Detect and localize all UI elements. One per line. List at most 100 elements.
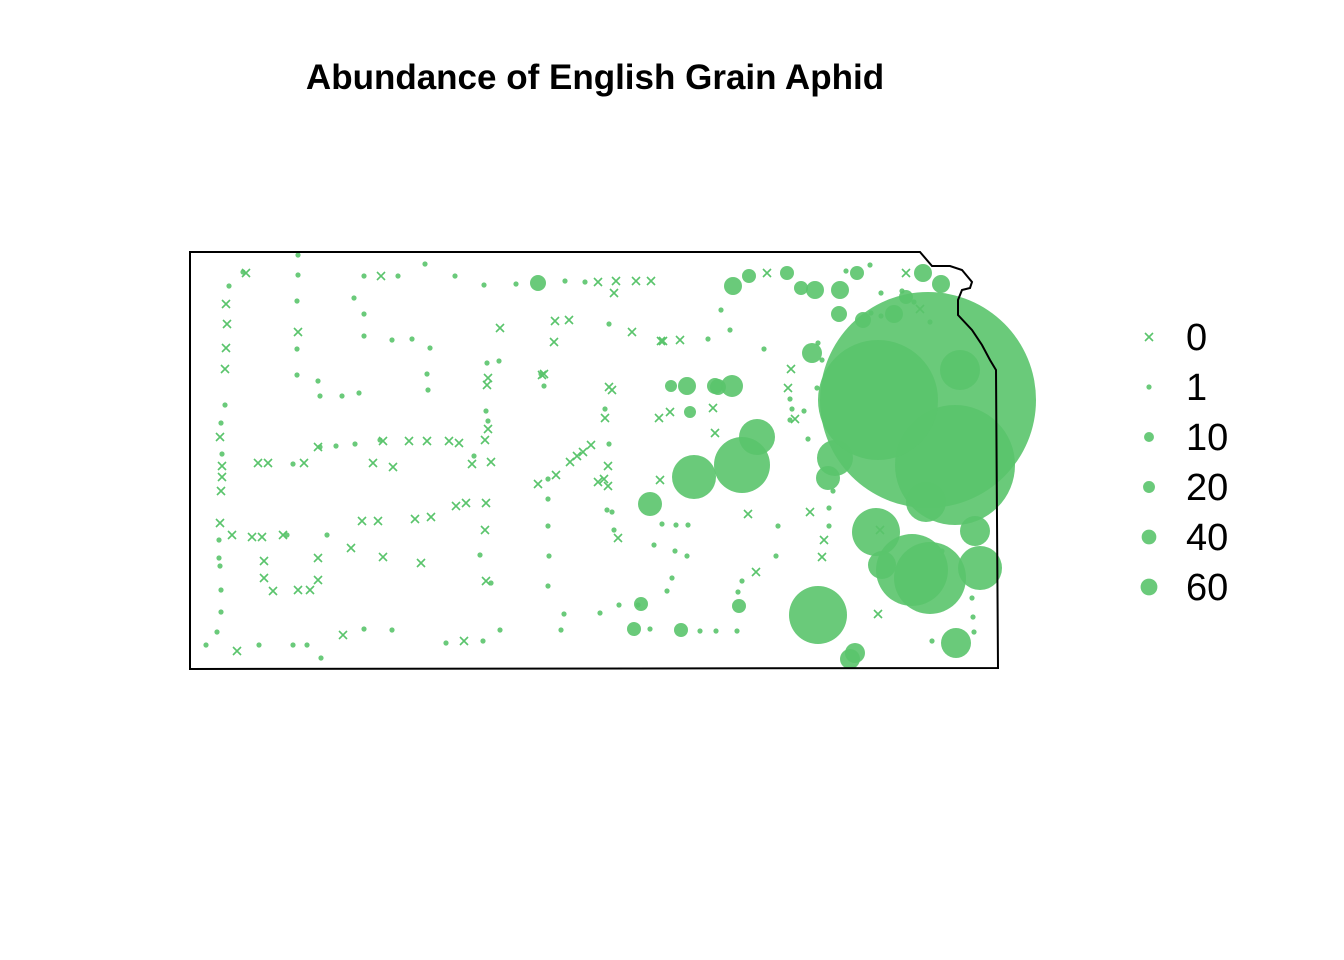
- zero-marker: [486, 457, 496, 467]
- abundance-point: [606, 321, 612, 327]
- zero-marker: [805, 507, 815, 517]
- abundance-point: [513, 281, 519, 287]
- zero-marker: [293, 327, 303, 337]
- abundance-point: [294, 298, 300, 304]
- legend-entry: 20: [1143, 467, 1228, 509]
- abundance-point: [483, 408, 489, 414]
- zero-marker: [216, 486, 226, 496]
- zero-marker: [299, 458, 309, 468]
- zero-marker: [611, 276, 621, 286]
- zero-marker: [599, 474, 609, 484]
- legend-label: 40: [1186, 517, 1228, 559]
- zero-marker: [459, 636, 469, 646]
- zero-marker: [873, 609, 883, 619]
- zero-marker: [665, 407, 675, 417]
- abundance-point: [214, 629, 220, 635]
- zero-marker: [217, 461, 227, 471]
- zero-marker: [609, 288, 619, 298]
- legend-entry: 10: [1144, 417, 1228, 459]
- abundance-point: [732, 599, 746, 613]
- zero-marker: [373, 516, 383, 526]
- abundance-point: [582, 279, 588, 285]
- zero-marker: [263, 458, 273, 468]
- zero-marker: [257, 532, 267, 542]
- zero-marker: [817, 552, 827, 562]
- zero-marker: [461, 498, 471, 508]
- abundance-point: [713, 628, 719, 634]
- abundance-point: [409, 336, 415, 342]
- zero-marker: [710, 428, 720, 438]
- abundance-point: [914, 264, 932, 282]
- zero-marker: [278, 530, 288, 540]
- abundance-point: [721, 375, 743, 397]
- zero-marker: [600, 413, 610, 423]
- abundance-point: [735, 589, 741, 595]
- abundance-point: [787, 417, 793, 423]
- zero-marker: [215, 518, 225, 528]
- abundance-point: [477, 552, 483, 558]
- sample-points: [203, 252, 1036, 669]
- abundance-point: [606, 441, 612, 447]
- abundance-point: [843, 268, 849, 274]
- zero-marker: [743, 509, 753, 519]
- zero-marker: [790, 414, 800, 424]
- zero-marker: [313, 575, 323, 585]
- zero-marker: [444, 436, 454, 446]
- abundance-point: [488, 580, 494, 586]
- legend-label: 1: [1186, 367, 1207, 409]
- abundance-point: [218, 609, 224, 615]
- abundance-point: [787, 396, 793, 402]
- abundance-point: [290, 461, 296, 467]
- abundance-point: [356, 390, 362, 396]
- abundance-point: [802, 343, 822, 363]
- zero-marker: [259, 556, 269, 566]
- abundance-point: [538, 371, 544, 377]
- zero-marker: [376, 271, 386, 281]
- zero-marker: [572, 451, 582, 461]
- abundance-point: [806, 281, 824, 299]
- abundance-point: [739, 419, 775, 455]
- abundance-point: [830, 488, 836, 494]
- abundance-point: [647, 626, 653, 632]
- zero-marker: [221, 343, 231, 353]
- zero-marker: [783, 383, 793, 393]
- abundance-point: [780, 266, 794, 280]
- abundance-point: [496, 358, 502, 364]
- abundance-point: [941, 628, 971, 658]
- abundance-point: [867, 262, 873, 268]
- zero-marker: [901, 268, 911, 278]
- abundance-point: [361, 626, 367, 632]
- abundance-point: [318, 655, 324, 661]
- legend-entry: 40: [1141, 517, 1228, 559]
- zero-marker: [603, 481, 613, 491]
- abundance-point: [484, 360, 490, 366]
- zero-marker: [607, 385, 617, 395]
- abundance-point: [894, 542, 966, 614]
- abundance-point: [816, 466, 840, 490]
- abundance-point: [724, 277, 742, 295]
- abundance-point: [651, 542, 657, 548]
- zero-marker: [467, 459, 477, 469]
- zero-marker: [655, 475, 665, 485]
- abundance-point: [604, 507, 610, 513]
- abundance-point: [481, 282, 487, 288]
- zero-marker: [578, 447, 588, 457]
- abundance-point: [611, 527, 617, 533]
- zero-marker: [215, 432, 225, 442]
- abundance-point: [673, 522, 679, 528]
- legend-entry: 60: [1140, 567, 1228, 609]
- abundance-point: [814, 385, 820, 391]
- abundance-point: [1146, 384, 1152, 390]
- zero-marker: [222, 319, 232, 329]
- abundance-point: [443, 640, 449, 646]
- zero-marker: [586, 440, 596, 450]
- abundance-point: [878, 290, 884, 296]
- abundance-point: [256, 642, 262, 648]
- abundance-point: [761, 346, 767, 352]
- zero-marker: [564, 315, 574, 325]
- abundance-point: [562, 278, 568, 284]
- abundance-point: [295, 272, 301, 278]
- zero-marker: [259, 573, 269, 583]
- zero-marker: [416, 558, 426, 568]
- abundance-point: [1143, 481, 1155, 493]
